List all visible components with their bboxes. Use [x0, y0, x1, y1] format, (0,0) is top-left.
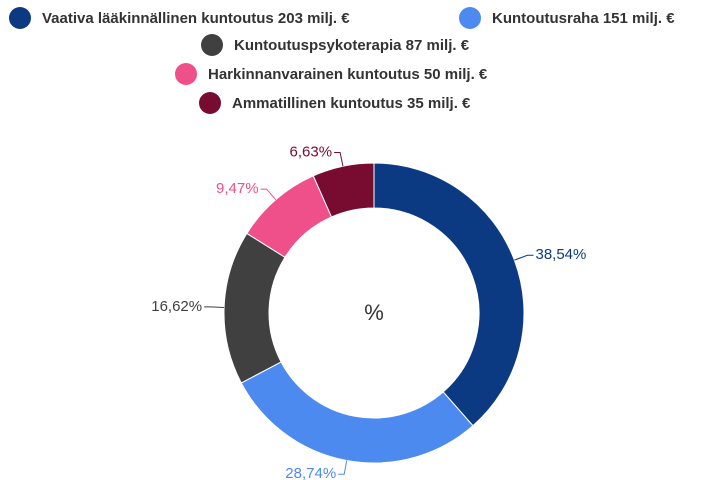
- legend-label: Ammatillinen kuntoutus 35 milj. €: [232, 95, 471, 112]
- data-label: 16,62%: [151, 298, 202, 315]
- data-label: 9,47%: [216, 180, 259, 197]
- legend-label: Harkinnanvarainen kuntoutus 50 milj. €: [208, 66, 488, 83]
- legend-label: Kuntoutusraha 151 milj. €: [492, 10, 675, 27]
- legend-swatch: [175, 63, 197, 85]
- data-label: 6,63%: [290, 144, 333, 161]
- legend-swatch: [201, 34, 223, 56]
- legend-swatch: [459, 7, 481, 29]
- legend-label: Vaativa lääkinnällinen kuntoutus 203 mil…: [42, 10, 350, 27]
- leader-line: [204, 306, 225, 308]
- leader-line: [334, 152, 344, 167]
- leader-line: [514, 254, 534, 261]
- center-label: %: [364, 300, 384, 325]
- leader-line: [260, 188, 277, 200]
- legend-label: Kuntoutuspsykoterapia 87 milj. €: [234, 37, 470, 54]
- donut-slice: [240, 361, 474, 464]
- legend-swatch: [199, 92, 221, 114]
- donut-slice: [312, 162, 375, 218]
- data-label: 38,54%: [535, 246, 586, 263]
- legend-swatch: [9, 7, 31, 29]
- donut-slice: [223, 232, 286, 384]
- donut-slice: [373, 162, 525, 427]
- leader-line: [338, 460, 348, 475]
- data-label: 28,74%: [285, 465, 336, 480]
